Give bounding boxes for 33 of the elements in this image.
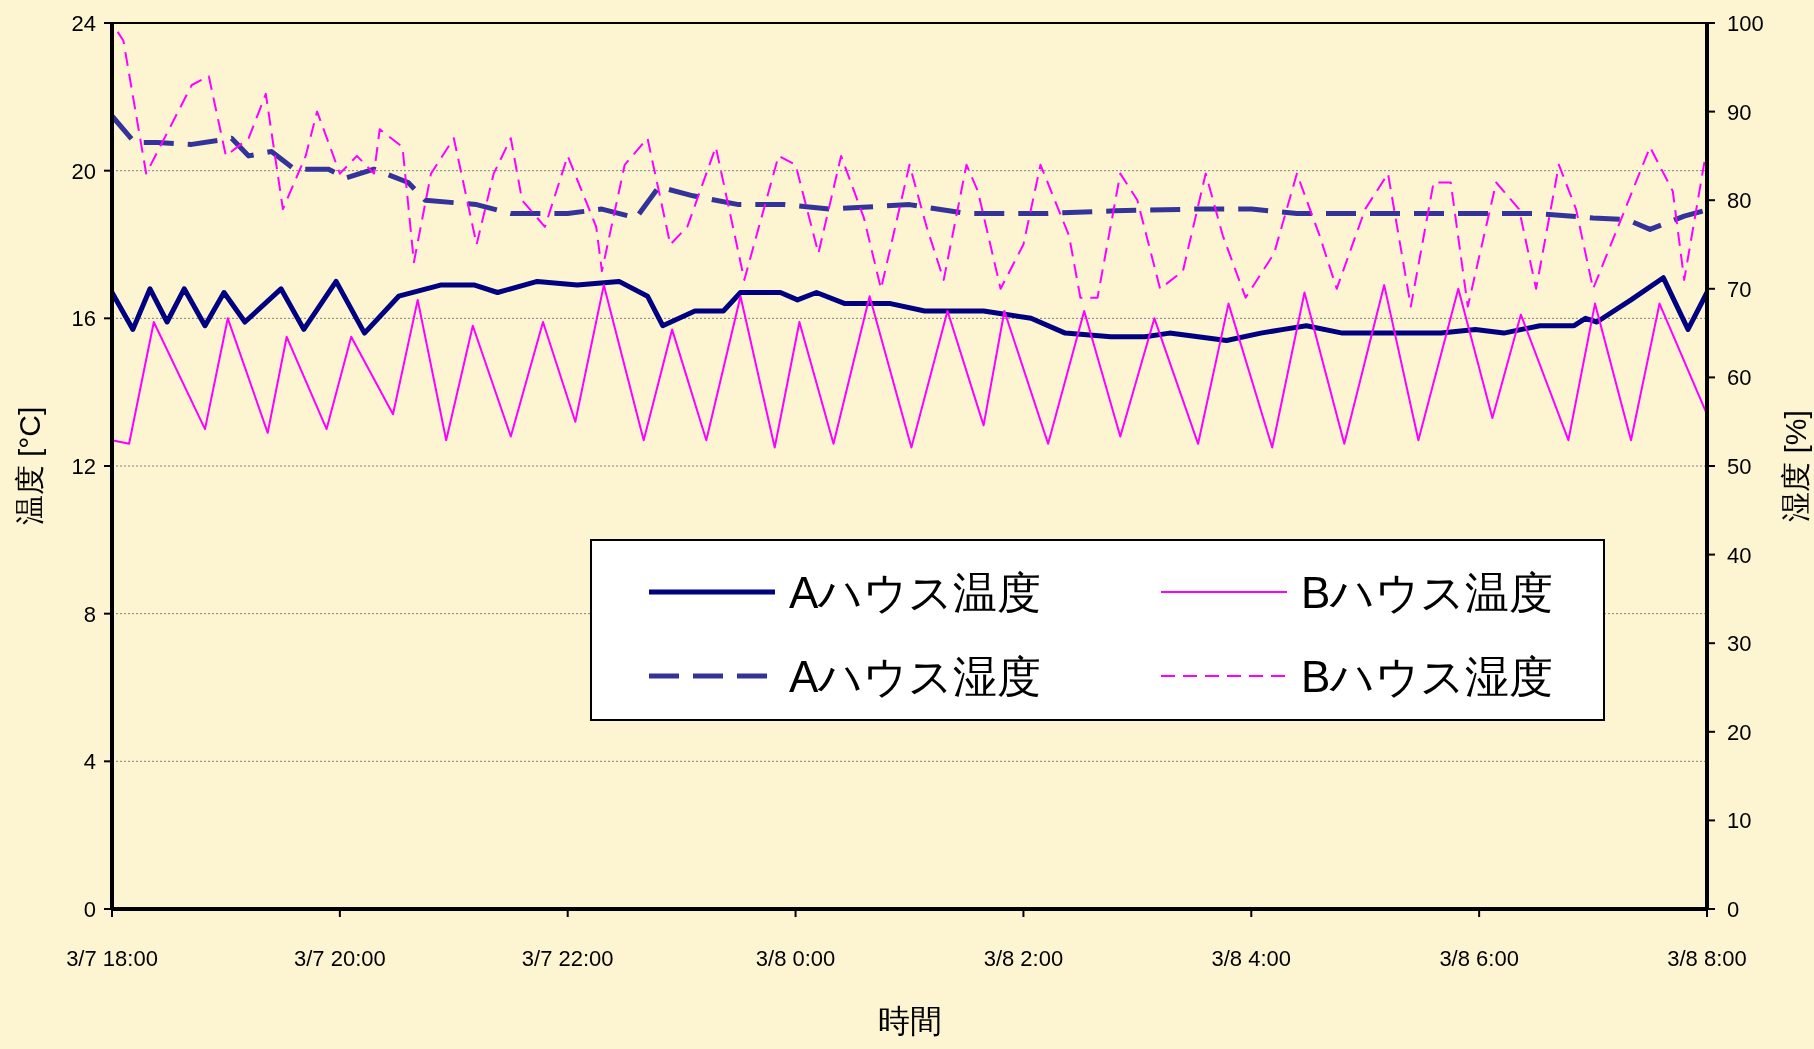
- y2-tick-label: 60: [1727, 365, 1752, 391]
- y2-tick-label: 0: [1727, 897, 1740, 922]
- y2-tick-label: 10: [1727, 808, 1752, 834]
- x-tick-label: 3/7 20:00: [293, 946, 386, 971]
- y2-axis-title: 湿度 [%]: [1779, 410, 1812, 522]
- y2-tick-label: 50: [1727, 454, 1752, 479]
- y-tick-label: 12: [71, 454, 96, 479]
- y2-tick-label: 80: [1727, 188, 1752, 214]
- legend-label: Aハウス湿度: [789, 652, 1042, 701]
- x-axis-title: 時間: [877, 1003, 942, 1039]
- y2-tick-label: 100: [1727, 11, 1764, 36]
- legend-label: Bハウス湿度: [1301, 652, 1554, 701]
- y2-tick-label: 70: [1727, 276, 1752, 302]
- x-tick-label: 3/8 8:00: [1667, 946, 1747, 971]
- x-tick-label: 3/8 2:00: [983, 946, 1064, 971]
- y-tick-label: 0: [83, 897, 96, 922]
- y-tick-label: 20: [71, 158, 96, 184]
- y2-tick-label: 40: [1727, 542, 1752, 568]
- y-axis-title: 温度 [°C]: [13, 406, 46, 526]
- x-tick-label: 3/7 22:00: [521, 946, 614, 971]
- legend-label: Aハウス温度: [789, 568, 1042, 617]
- y-tick-label: 8: [83, 601, 96, 627]
- x-tick-label: 3/7 18:00: [66, 946, 158, 971]
- x-tick-label: 3/8 6:00: [1439, 946, 1519, 971]
- y2-tick-label: 90: [1727, 99, 1752, 125]
- y2-tick-label: 20: [1727, 719, 1752, 745]
- y-tick-label: 24: [71, 11, 96, 36]
- x-tick-label: 3/8 0:00: [755, 946, 836, 971]
- y-tick-label: 4: [83, 749, 96, 775]
- x-tick-label: 3/8 4:00: [1211, 946, 1292, 971]
- legend-label: Bハウス温度: [1301, 568, 1554, 617]
- y2-tick-label: 30: [1727, 631, 1752, 657]
- y-tick-label: 16: [71, 306, 96, 332]
